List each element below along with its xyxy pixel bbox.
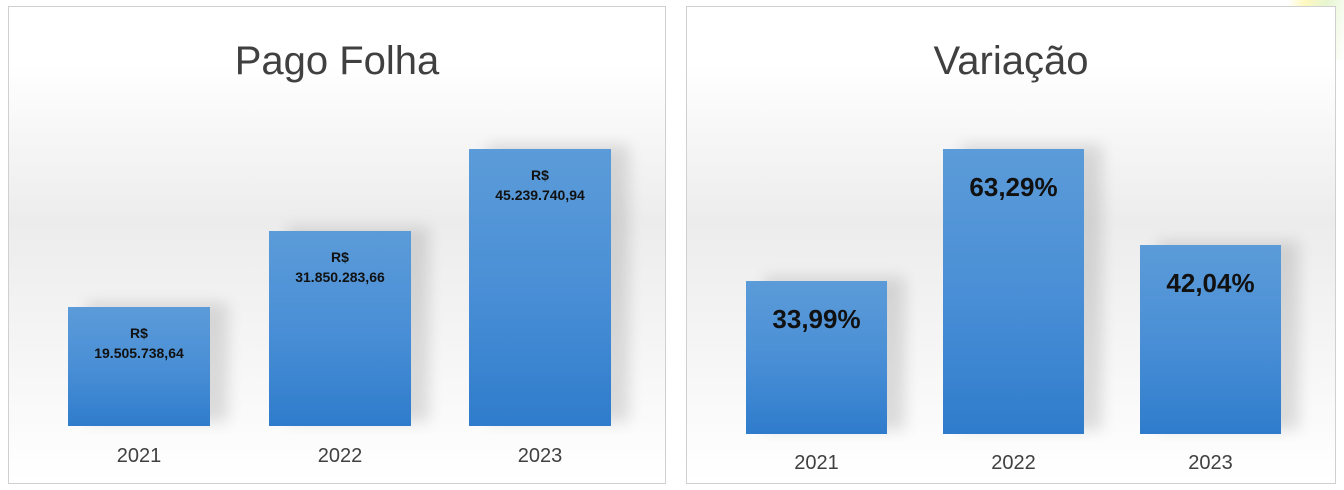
bar (469, 149, 611, 426)
chart-panel: Variação 33,99% 2021 63,29% 2022 42,04% 2023 (686, 6, 1336, 484)
x-tick-label: 2022 (317, 445, 363, 467)
chart-panel: Pago Folha R$ 19.505.738,64 2021 R$ 31.850… (8, 6, 666, 484)
bar (943, 149, 1084, 434)
data-label: 33,99% (772, 303, 861, 334)
x-tick-label: 2023 (517, 445, 563, 467)
x-tick-label: 2022 (991, 452, 1036, 474)
chart-title: Pago Folha (234, 39, 440, 83)
bar (269, 230, 411, 426)
bar (68, 306, 210, 426)
bar (1140, 244, 1281, 434)
bar (746, 280, 887, 434)
x-tick-label: 2023 (1188, 452, 1233, 474)
x-tick-label: 2021 (794, 452, 839, 474)
data-label: 63,29% (969, 172, 1058, 202)
data-label: 42,04% (1166, 267, 1255, 298)
chart-title: Variação (933, 39, 1089, 83)
x-tick-label: 2021 (116, 445, 162, 467)
data-label: R$ 31.850.283,66 (295, 248, 385, 286)
data-label: R$ 45.239.740,94 (495, 167, 585, 204)
data-label: R$ 19.505.738,64 (94, 324, 184, 361)
